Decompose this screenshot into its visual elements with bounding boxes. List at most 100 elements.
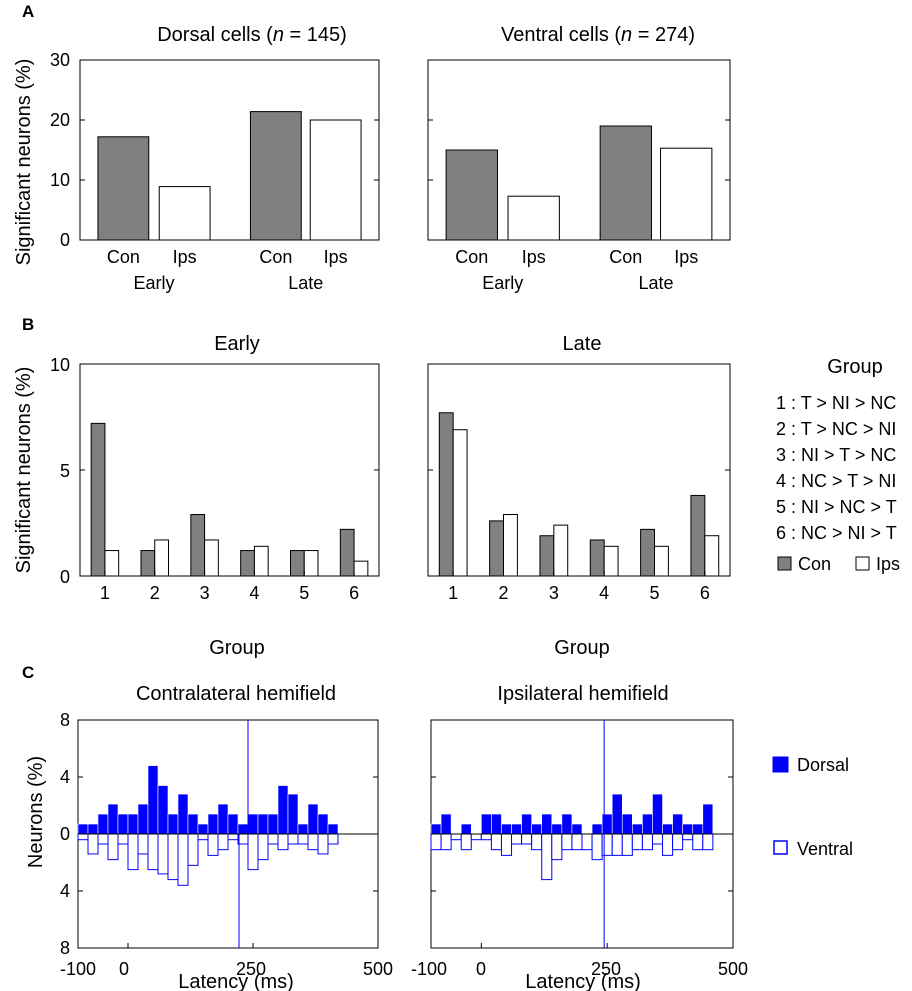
ventral-bar	[692, 833, 704, 851]
y-tick-label: 8	[60, 710, 70, 730]
x-tick-label: 5	[299, 583, 309, 603]
bar-group-5-ips	[303, 550, 319, 577]
x-tick-label: 1	[448, 583, 458, 603]
ventral-bar	[77, 833, 89, 841]
dorsal-bar	[621, 813, 633, 835]
ventral-bar	[450, 833, 462, 841]
ventral-bar	[490, 833, 502, 851]
ventral-bar	[287, 833, 299, 845]
dorsal-bar	[561, 813, 573, 835]
y-tick-label: 10	[50, 355, 70, 375]
dorsal-bar	[107, 803, 119, 835]
bar-late-ips	[309, 119, 362, 241]
panel-b-early-y-ticks: 10 5 0	[50, 355, 70, 587]
dorsal-bar	[672, 813, 683, 835]
bar-group-5-con	[289, 550, 305, 577]
ventral-bar	[682, 833, 694, 841]
panel-c-ipsi-x-ticks: -100 0 250 500	[411, 959, 748, 979]
ventral-bar	[621, 833, 633, 856]
ventral-bar	[177, 833, 189, 886]
x-tick-label: 2	[498, 583, 508, 603]
bar-group-4-ips	[253, 545, 269, 577]
panel-b-early-title: Early	[214, 333, 260, 355]
bar-group-3-con	[190, 514, 206, 577]
dorsal-bar	[157, 785, 169, 835]
x-tick-label: 4	[599, 583, 609, 603]
ventral-bar	[521, 833, 533, 845]
x-tick-label: 0	[119, 959, 129, 979]
ventral-bar	[511, 833, 523, 845]
panel-c-y-axis-label: Neurons (%)	[25, 756, 47, 868]
dorsal-bar	[662, 823, 673, 835]
dorsal-bar	[77, 823, 89, 835]
bar-late-con	[599, 125, 652, 241]
dorsal-bar	[297, 823, 309, 835]
ventral-bar	[277, 833, 289, 851]
dorsal-bar	[702, 803, 714, 835]
panel-b-early-x-axis-label: Group	[209, 637, 265, 659]
panel-c-contra-title: Contralateral hemifield	[136, 683, 336, 705]
dorsal-bar	[197, 823, 209, 835]
legend-group-5: 5 : NI > NC > T	[776, 497, 897, 517]
ventral-bar	[460, 833, 472, 851]
bar-group-3-ips	[204, 539, 219, 577]
dorsal-bar	[117, 813, 129, 835]
ventral-bar	[257, 833, 269, 861]
x-tick-label: -100	[60, 959, 96, 979]
dorsal-bar	[277, 785, 289, 835]
dorsal-bar	[642, 813, 653, 835]
y-tick-label: 20	[50, 110, 70, 130]
ventral-bar	[561, 833, 573, 851]
dorsal-bar	[137, 803, 149, 835]
ventral-bar	[137, 833, 149, 855]
ventral-bar	[167, 833, 179, 881]
y-tick-label: 0	[60, 567, 70, 587]
x-tick-label: 3	[200, 583, 210, 603]
legend-group-3: 3 : NI > T > NC	[776, 445, 896, 465]
bar-group-5-con	[640, 528, 655, 577]
bar-group-2-con	[489, 520, 505, 577]
bar-group-2-ips	[154, 539, 170, 577]
dorsal-bar	[460, 823, 472, 835]
panel-a-dorsal-plot: Con Ips Con Ips Early Late	[79, 59, 380, 293]
ventral-bar	[672, 833, 684, 851]
bar-group-6-con	[339, 528, 355, 577]
x-group-label: Early	[482, 273, 523, 293]
ventral-bar	[247, 833, 259, 871]
legend-group-4: 4 : NC > T > NI	[776, 471, 896, 491]
dorsal-bar	[227, 813, 239, 835]
y-tick-label: 0	[60, 824, 70, 844]
x-tick-label: 500	[718, 959, 748, 979]
x-tick-label: 4	[249, 583, 259, 603]
axes-frame	[427, 59, 731, 241]
x-tick-label: 250	[591, 959, 621, 979]
dorsal-bar	[692, 823, 704, 835]
legend-ips-swatch	[855, 556, 870, 571]
bar-group-1-con	[90, 422, 106, 577]
y-tick-label: 5	[60, 461, 70, 481]
panel-c-contra-x-ticks: -100 0 250 500	[60, 959, 393, 979]
panel-c-ipsi-plot	[430, 719, 734, 949]
ventral-bar	[317, 833, 329, 855]
dorsal-bar	[601, 813, 613, 835]
x-tick-label: 250	[236, 959, 266, 979]
dorsal-bar	[531, 823, 543, 835]
x-tick-label: Con	[455, 247, 488, 267]
panel-c-legend: Dorsal Ventral	[772, 755, 853, 859]
panel-a-dorsal-title: Dorsal cells (n = 145)	[157, 24, 347, 46]
dorsal-bar	[591, 823, 603, 835]
ventral-bar	[187, 833, 199, 866]
bar-group-3-con	[539, 535, 555, 577]
ventral-bar	[541, 833, 553, 881]
x-tick-label: 500	[363, 959, 393, 979]
bar-group-4-con	[589, 539, 605, 577]
dorsal-bar	[682, 823, 694, 835]
bar-group-1-ips	[104, 550, 120, 577]
ventral-bar	[581, 833, 593, 851]
panel-a-ventral-plot: Con Ips Con Ips Early Late	[427, 59, 731, 293]
x-tick-label: Ips	[522, 247, 546, 267]
legend-ventral-swatch	[773, 840, 788, 855]
ventral-bar	[430, 833, 442, 851]
x-tick-label: Con	[609, 247, 642, 267]
bar-group-6-ips	[353, 560, 369, 577]
